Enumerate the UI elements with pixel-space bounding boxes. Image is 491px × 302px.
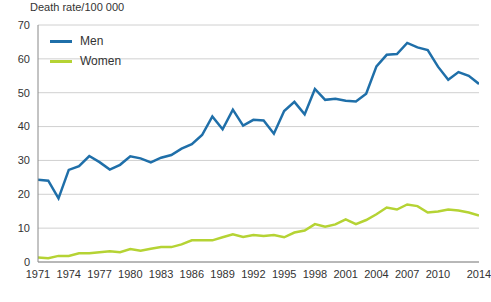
svg-text:1998: 1998 <box>303 268 327 280</box>
svg-text:1971: 1971 <box>26 268 50 280</box>
svg-text:1995: 1995 <box>272 268 296 280</box>
svg-text:1977: 1977 <box>87 268 111 280</box>
svg-text:2001: 2001 <box>333 268 357 280</box>
svg-text:1983: 1983 <box>149 268 173 280</box>
svg-text:50: 50 <box>18 87 30 99</box>
svg-text:40: 40 <box>18 120 30 132</box>
svg-text:60: 60 <box>18 53 30 65</box>
svg-text:2014: 2014 <box>467 268 483 280</box>
svg-text:1986: 1986 <box>180 268 204 280</box>
svg-text:70: 70 <box>18 19 30 31</box>
svg-text:30: 30 <box>18 154 30 166</box>
svg-text:1980: 1980 <box>118 268 142 280</box>
svg-text:2010: 2010 <box>426 268 450 280</box>
svg-text:1992: 1992 <box>241 268 265 280</box>
svg-text:2004: 2004 <box>364 268 388 280</box>
svg-text:20: 20 <box>18 188 30 200</box>
svg-text:0: 0 <box>24 256 30 268</box>
svg-text:1974: 1974 <box>57 268 81 280</box>
html-text:Death rate/100 000: Death rate/100 000 <box>30 1 125 13</box>
svg-text:10: 10 <box>18 222 30 234</box>
html-text:Women: Women <box>80 54 122 68</box>
html-text:Men: Men <box>80 34 104 48</box>
svg-text:1989: 1989 <box>210 268 234 280</box>
svg-text:2007: 2007 <box>395 268 419 280</box>
